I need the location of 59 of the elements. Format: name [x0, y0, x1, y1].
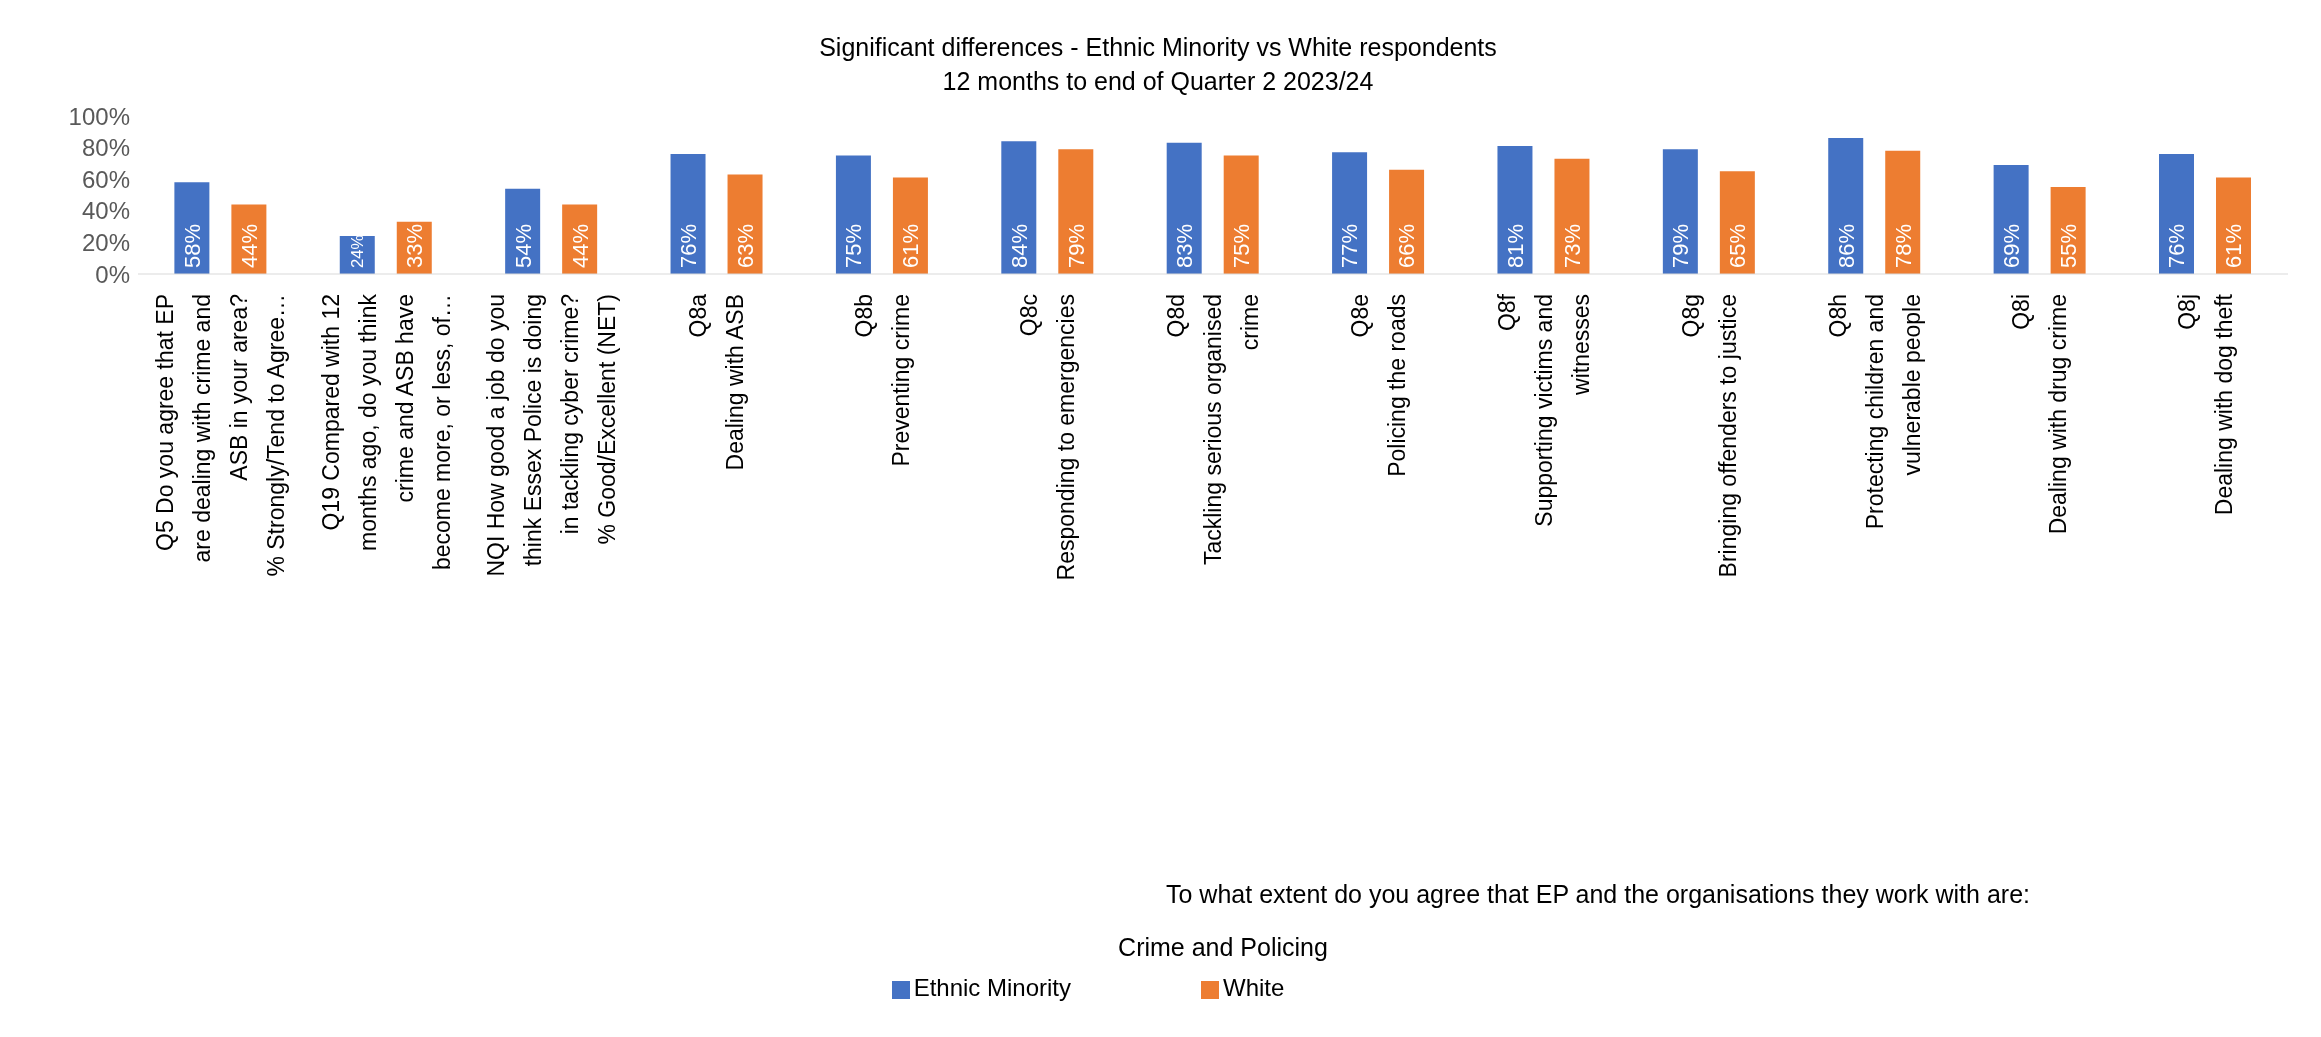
bar — [1058, 149, 1094, 274]
data-label: 33% — [402, 223, 428, 268]
data-label: 73% — [1559, 223, 1585, 268]
bar — [1828, 138, 1864, 274]
chart-title: Significant differences - Ethnic Minority vs White respondents 12 months to end of Quarter 2 2023/24 — [818, 32, 1498, 97]
x-tick-label: Q8c Responding to emergencies — [1016, 294, 1080, 581]
data-label: 79% — [1063, 223, 1089, 268]
data-label: 44% — [567, 223, 593, 268]
data-label: 55% — [2056, 223, 2082, 268]
bar — [835, 155, 871, 274]
data-label: 83% — [1172, 223, 1198, 268]
y-tick-label: 100% — [68, 102, 130, 130]
data-label: 77% — [1337, 223, 1363, 268]
data-label: 69% — [1999, 223, 2025, 268]
data-label: 44% — [236, 223, 262, 268]
x-tick-label: Q8f Supporting victims and witnesses — [1493, 293, 1594, 527]
bar — [2159, 153, 2194, 274]
y-tick-label: 0% — [95, 260, 130, 288]
data-label: 61% — [898, 223, 924, 268]
y-tick-label: 20% — [81, 228, 130, 256]
data-label: 86% — [1833, 223, 1859, 268]
bar — [1885, 150, 1921, 274]
x-tick-label: Q8j Dealing with dog theft — [2173, 293, 2237, 516]
y-tick-label: 80% — [81, 134, 130, 162]
data-label: 63% — [732, 223, 758, 268]
bar — [670, 153, 706, 274]
data-label: 76% — [2164, 223, 2190, 268]
y-tick-label: 40% — [81, 197, 130, 225]
bar — [1662, 149, 1698, 274]
x-tick-label: Q5 Do you agree that EP are dealing with crime and ASB in your area? % Strongly/Tend to Agree… — [152, 294, 290, 577]
data-label: 75% — [841, 223, 867, 268]
data-label: 54% — [510, 223, 536, 268]
bar — [1332, 152, 1368, 274]
data-label: 84% — [1006, 223, 1032, 268]
data-label: 78% — [1890, 223, 1916, 268]
text: To what extent do you agree that EP and the organisations they work with are: — [1166, 880, 2030, 909]
bar — [1554, 158, 1590, 274]
x-tick-label: NQI How good a job do you think Essex Police is doing in tackling cyber crime? % Good/Excellent (NET) — [482, 294, 620, 577]
data-label: 65% — [1725, 223, 1751, 268]
data-label: 24% — [348, 234, 368, 268]
data-label: 81% — [1502, 223, 1528, 268]
data-label: 58% — [179, 223, 205, 268]
x-tick-label: Q8d Tackling serious organised crime — [1163, 294, 1263, 566]
data-label: 61% — [2221, 223, 2247, 268]
data-label: 76% — [675, 223, 701, 268]
bar — [1166, 142, 1202, 274]
bar — [1497, 146, 1533, 274]
bar — [1223, 155, 1259, 274]
legend-label: Ethnic Minority — [913, 974, 1072, 1001]
bar — [1001, 141, 1037, 274]
x-tick-label: Q8h Protecting children and vulnerable people — [1824, 294, 1925, 530]
text: Crime and Policing — [1118, 933, 1328, 962]
data-label: 79% — [1668, 223, 1694, 268]
data-label: 75% — [1229, 223, 1255, 268]
x-tick-label: Q19 Compared with 12 months ago, do you think crime and ASB have become more, or less, of… — [317, 293, 455, 571]
legend-label: White — [1223, 974, 1285, 1001]
x-tick-label: Q8b Preventing crime — [850, 294, 914, 467]
data-label: 66% — [1394, 223, 1420, 268]
y-tick-label: 60% — [81, 165, 130, 193]
